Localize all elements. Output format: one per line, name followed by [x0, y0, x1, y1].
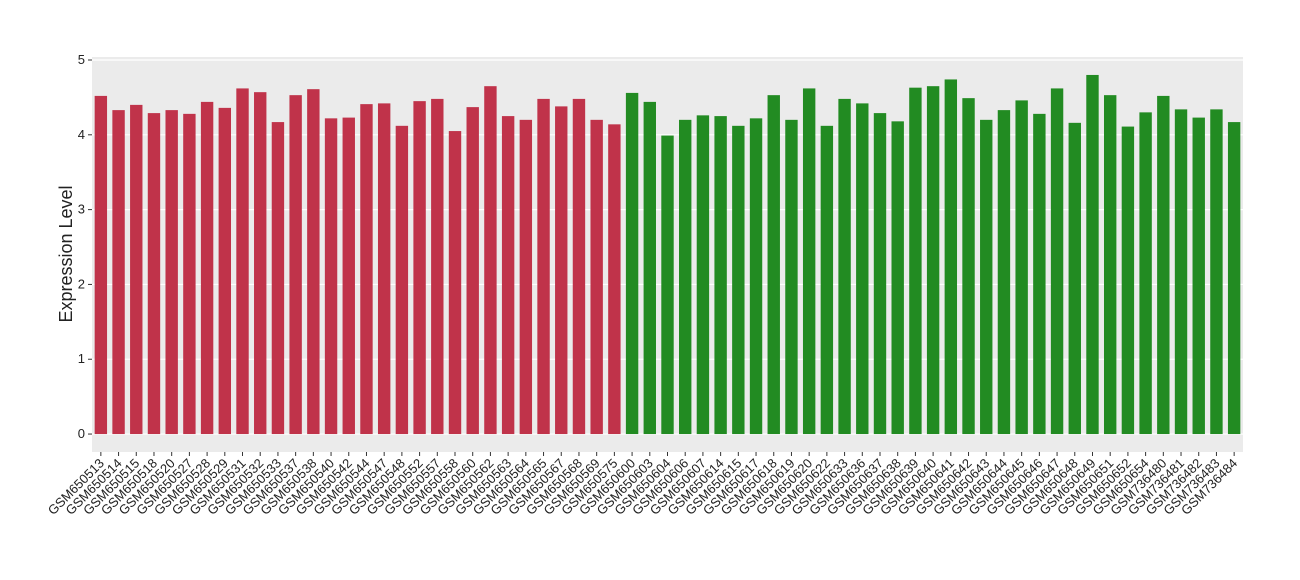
- bar: [696, 115, 710, 435]
- bar: [448, 131, 462, 435]
- bar: [94, 95, 108, 435]
- bar: [1139, 112, 1152, 435]
- bar: [838, 98, 851, 435]
- bar: [431, 98, 444, 435]
- bar: [360, 104, 373, 435]
- bar: [130, 104, 143, 435]
- bar: [466, 107, 479, 435]
- bar: [856, 103, 869, 435]
- bar: [749, 118, 763, 435]
- bar: [891, 121, 904, 435]
- bar: [944, 79, 958, 435]
- bar: [112, 110, 125, 435]
- bar: [377, 103, 391, 435]
- bar: [820, 125, 834, 435]
- bar: [1103, 95, 1117, 435]
- bar: [1050, 88, 1064, 435]
- bar: [1121, 126, 1135, 435]
- bar: [183, 113, 196, 435]
- y-tick-label: 5: [78, 52, 85, 67]
- bar: [661, 135, 674, 435]
- bar: [802, 88, 816, 435]
- y-axis-label: Expression Level: [56, 185, 76, 322]
- bar: [643, 101, 656, 435]
- bar: [785, 119, 798, 435]
- bar: [572, 98, 586, 435]
- bar: [342, 117, 355, 435]
- bar: [200, 101, 214, 435]
- bar: [714, 116, 727, 435]
- bar: [555, 106, 568, 435]
- bar: [501, 116, 515, 435]
- bar: [289, 95, 302, 435]
- bar: [1174, 109, 1188, 435]
- bar: [997, 110, 1011, 435]
- bar: [519, 119, 533, 435]
- bar: [1192, 117, 1205, 435]
- y-tick-label: 4: [78, 127, 85, 142]
- y-tick-label: 2: [78, 276, 85, 291]
- bar: [608, 124, 621, 435]
- bar: [909, 87, 922, 435]
- bar: [413, 101, 426, 435]
- bar: [537, 98, 550, 435]
- bar: [625, 92, 639, 435]
- y-tick-label: 1: [78, 351, 85, 366]
- bar: [962, 98, 975, 435]
- bar: [873, 113, 887, 435]
- bar: [926, 86, 940, 435]
- y-tick-label: 3: [78, 202, 85, 217]
- bar: [767, 95, 780, 435]
- bar: [307, 89, 320, 435]
- bar: [254, 92, 267, 435]
- bar: [1227, 122, 1241, 435]
- bar: [165, 110, 178, 435]
- bar: [1033, 113, 1046, 435]
- bar: [395, 125, 409, 435]
- bar: [484, 86, 497, 435]
- y-tick-label: 0: [78, 426, 85, 441]
- bar: [1086, 74, 1099, 435]
- bar: [147, 113, 161, 435]
- bar: [679, 119, 692, 435]
- bar: [218, 107, 232, 435]
- bar: [1015, 100, 1028, 435]
- bar: [1068, 122, 1081, 435]
- bar: [236, 88, 249, 435]
- bar: [732, 125, 745, 435]
- bar: [271, 122, 285, 435]
- bar: [324, 118, 338, 435]
- bar: [590, 119, 603, 435]
- bar: [1157, 95, 1170, 435]
- bar: [1210, 109, 1223, 435]
- bar: [980, 119, 993, 435]
